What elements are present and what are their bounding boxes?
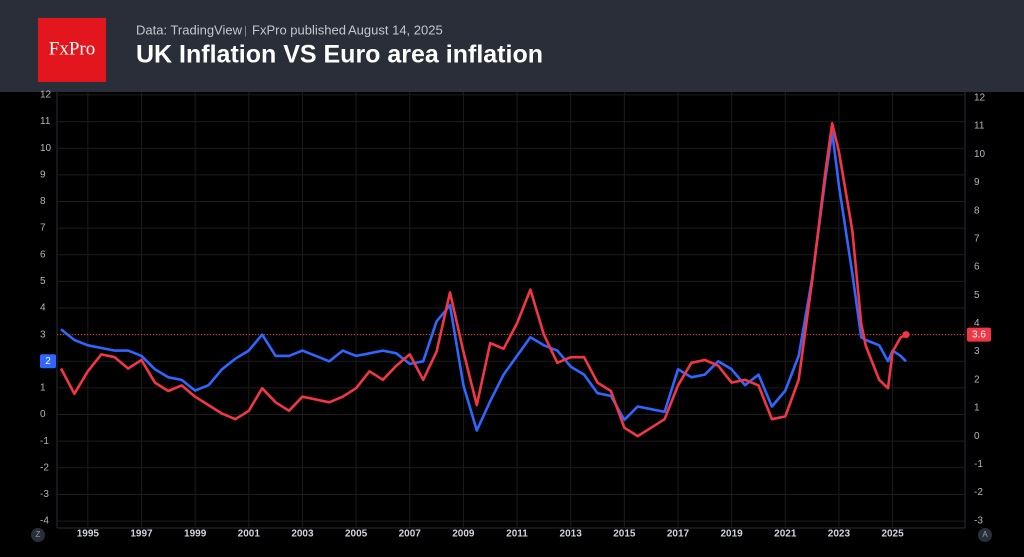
separator: |: [244, 25, 247, 37]
y2-tick-label: 12: [974, 93, 986, 104]
y-tick-label: 7: [40, 223, 46, 234]
date: August 14, 2025: [348, 22, 443, 37]
y-tick-label: -2: [40, 462, 49, 473]
last-value-label: 2: [45, 356, 51, 367]
y2-tick-label: -3: [974, 515, 983, 526]
y-tick-label: 0: [40, 409, 46, 420]
y-tick-label: 5: [40, 276, 46, 287]
auto-button[interactable]: [978, 528, 992, 542]
y-tick-label: -4: [40, 516, 49, 527]
y2-tick-label: 9: [974, 177, 980, 188]
y-tick-label: 11: [40, 116, 51, 127]
header-bg: [0, 0, 1024, 92]
y2-tick-label: 0: [974, 431, 980, 442]
x-tick-label: 2003: [291, 529, 314, 540]
y2-tick-label: 10: [974, 149, 986, 160]
y-tick-label: 1: [40, 383, 46, 394]
y-tick-label: 3: [40, 329, 46, 340]
x-tick-label: 2007: [399, 529, 422, 540]
y2-tick-label: 6: [974, 262, 980, 273]
y2-tick-label: 11: [974, 121, 985, 132]
y2-tick-label: 2: [974, 374, 980, 385]
y2-tick-label: 4: [974, 318, 980, 329]
last-value-badge: [40, 354, 56, 369]
y2-tick-label: 3: [974, 346, 980, 357]
x-tick-label: 2017: [667, 529, 690, 540]
y-tick-label: -1: [40, 436, 49, 447]
y-tick-label: 6: [40, 249, 46, 260]
y2-tick-label: -1: [974, 459, 983, 470]
last-value-label: 3.6: [972, 329, 986, 340]
y2-tick-label: 7: [974, 233, 980, 244]
y2-tick-label: 5: [974, 290, 980, 301]
x-tick-label: 1995: [77, 529, 100, 540]
x-tick-label: 2005: [345, 529, 368, 540]
x-tick-label: 1999: [184, 529, 207, 540]
publisher: FxPro published: [252, 22, 346, 37]
x-tick-label: 2025: [881, 529, 904, 540]
x-tick-label: 2015: [613, 529, 636, 540]
y-tick-label: 4: [40, 303, 46, 314]
last-point: [902, 331, 910, 339]
y2-tick-label: 8: [974, 205, 980, 216]
x-tick-label: 1997: [130, 529, 153, 540]
zoom-button[interactable]: [31, 528, 45, 542]
chart-title: UK Inflation VS Euro area inflation: [136, 41, 543, 69]
x-tick-label: 2001: [238, 529, 261, 540]
y-tick-label: -3: [40, 489, 49, 500]
y-tick-label: 12: [40, 90, 52, 101]
y2-tick-label: 1: [974, 403, 980, 414]
logo-text: FxPro: [49, 38, 95, 59]
x-tick-label: 2009: [452, 529, 475, 540]
last-value-badge: [967, 327, 991, 342]
x-tick-label: 2023: [828, 529, 851, 540]
x-tick-label: 2011: [506, 529, 528, 540]
auto-label[interactable]: A: [982, 530, 988, 539]
source: Data: TradingView: [136, 22, 243, 37]
y-tick-label: 9: [40, 169, 46, 180]
x-tick-label: 2013: [560, 529, 583, 540]
line: [59, 122, 907, 438]
y-tick-label: 8: [40, 196, 46, 207]
y2-tick-label: -2: [974, 487, 983, 498]
zoom-label[interactable]: Z: [36, 530, 41, 539]
x-tick-label: 2021: [774, 529, 797, 540]
logo: [38, 18, 106, 82]
x-tick-label: 2019: [721, 529, 744, 540]
y-tick-label: 10: [40, 143, 52, 154]
